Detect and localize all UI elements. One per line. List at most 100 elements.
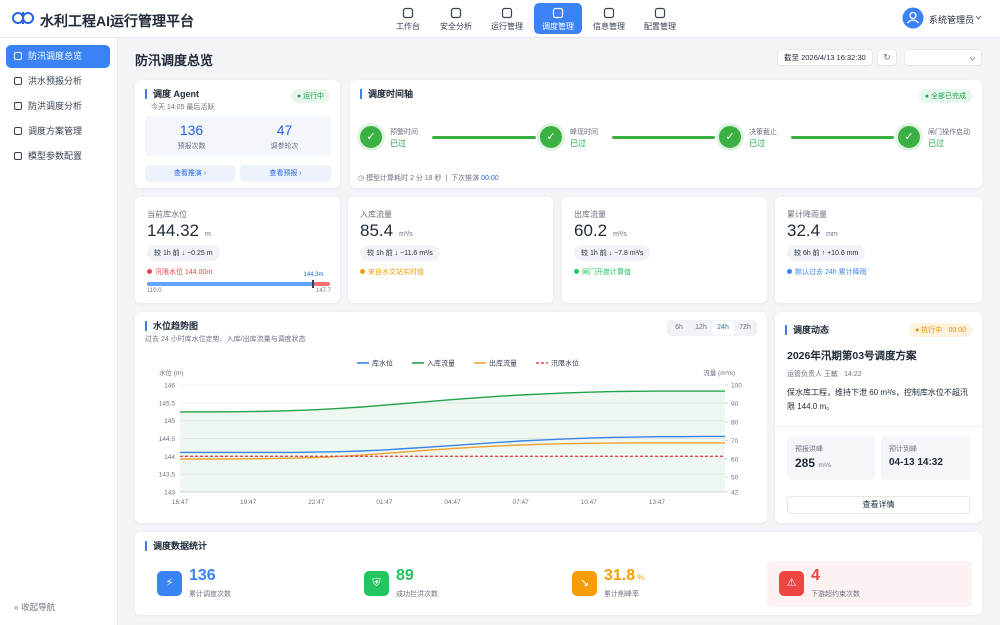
range-tab[interactable]: 24h [712,321,734,335]
note-dot [787,269,792,274]
plan-name: 2026年汛期第03号调度方案 [787,350,917,362]
metric-change: 较 1h 前 ↓ −7.8 m³/s [574,245,651,261]
nav-item[interactable]: 调度管理 [534,3,582,34]
nav-label[interactable]: 配置管理 [644,22,676,31]
metric-change: 较 1h 前 ↓ −11.6 m³/s [360,245,440,261]
x-tick-label: 07:47 [512,499,529,506]
stat-item: ↘ 31.8% 累计削峰率 [560,561,765,607]
side-item[interactable]: 洪水预报分析 [6,70,110,93]
line [180,390,725,413]
card-title: 调度 Agent [145,89,199,99]
compute-text: 模型计算耗时 2 分 18 秒 [366,175,442,182]
stat-item: ⚠ 4 下游超约束次数 [767,561,972,607]
stat-item: ⚡ 136 累计调度次数 [145,561,350,607]
range-tab[interactable]: 12h [695,324,707,331]
nav-label[interactable]: 安全分析 [440,22,472,31]
timestamp: 截至 2026/4/13 16:32:30 [777,49,873,66]
refresh-button[interactable]: ↻ [877,49,897,66]
side-label[interactable]: 洪水预报分析 [28,76,83,86]
side-item[interactable]: 防洪调度分析 [6,95,110,118]
status-badge: ● 执行中 · 00:00 [909,323,972,337]
plan-desc: 保水库工程，维持下泄 60 m³/s，控制库水位不超汛限 144.0 m。 [787,388,968,411]
nav-item[interactable]: 配置管理 [636,3,684,34]
x-tick-label: 01:47 [376,499,393,506]
metric-unit: mm [826,231,838,238]
y2-tick-label: 42 [731,490,739,497]
x-tick-label: 19:47 [240,499,257,506]
sidebar: 防汛调度总览 洪水预报分析 防洪调度分析 调度方案管理 模型参数配置 « 收起导航 [0,38,118,625]
action-button[interactable]: 查看预报 › [240,165,331,182]
gauge-current: 144.3m [303,272,324,278]
side-label[interactable]: 防汛调度总览 [28,51,83,61]
nav-item[interactable]: 信息管理 [585,3,633,34]
agent-stats: 136 预报次数 47 调参轮次 [145,116,331,156]
nav-label[interactable]: 信息管理 [593,22,625,31]
detail-button[interactable]: 查看详情 [787,496,970,514]
y-tick-label: 143.5 [159,472,176,479]
side-item[interactable]: 模型参数配置 [6,145,110,168]
dispatch-card: 调度动态 ● 执行中 · 00:00 2026年汛期第03号调度方案 运管负责人… [775,312,982,523]
nav-label[interactable]: 工作台 [396,22,420,31]
note-text: 闸门开度计算值 [582,269,631,276]
collapse-label[interactable]: 收起导航 [21,602,56,612]
y2-tick-label: 50 [731,475,739,482]
timeline-connector [612,136,715,139]
timeline-connector [432,136,536,139]
eta-label: 预计到峰 [889,446,917,453]
y-tick-label: 143 [164,490,175,497]
range-tab[interactable]: 6h [675,324,683,331]
legend-label: 入库流量 [427,359,455,368]
select-box[interactable] [904,49,982,66]
step-label: 闸门操作启动 [928,129,970,136]
stat-value: 4 [811,567,820,585]
stat-label: 成功拦洪次数 [396,591,438,598]
metric-change: 较 1h 前 ↓ −0.25 m [147,245,220,261]
side-label[interactable]: 调度方案管理 [28,126,83,136]
badge-text: 全部已完成 [931,93,966,100]
card-title: 调度时间轴 [360,89,413,99]
avatar[interactable] [902,7,924,29]
chart: 143 143.5 144 144.5 145 145.5 146 42 50 60 70 80 90 1… [159,359,743,507]
side-item[interactable]: 防汛调度总览 [6,45,110,68]
note-text: 汛限水位 144.00m [155,269,213,276]
y-tick-label: 144 [164,454,175,461]
collapse-nav[interactable]: « 收起导航 [14,602,56,612]
step-icon: ✓ [898,126,920,148]
divider [775,426,982,427]
side-label[interactable]: 防洪调度分析 [28,101,83,111]
side-label[interactable]: 模型参数配置 [28,151,83,161]
x-tick-label: 22:47 [308,499,325,506]
nav-item[interactable]: 安全分析 [432,3,480,34]
step-status: 已过 [928,139,944,148]
step-icon: ✓ [360,126,382,148]
plan-owner: 运管负责人 王敏 · 14:22 [787,371,862,378]
nav-label[interactable]: 运行管理 [491,22,523,31]
nav-label[interactable]: 调度管理 [542,22,574,31]
nav-item[interactable]: 工作台 [384,3,432,34]
y-tick-label: 145 [164,418,175,425]
metric-number: 85.4 [360,221,394,240]
card-title: 调度动态 [785,325,829,335]
side-icon [14,127,22,135]
note-dot [147,269,152,274]
x-tick-label: 04:47 [444,499,461,506]
nav-icon [501,7,513,19]
side-item[interactable]: 调度方案管理 [6,120,110,143]
stat-label: 下游超约束次数 [811,591,860,598]
agent-card: 调度 Agent ● 运行中 今天 14:05 最后活跃 136 预报次数 47… [135,80,340,188]
chevron [969,56,976,61]
nav-item[interactable]: 运行管理 [483,3,531,34]
stat-value: 136 [179,122,204,138]
stat-label: 累计调度次数 [189,591,231,598]
range-tabs: 6h 12h 24h 72h [667,320,757,336]
metric-card: 出库流量 60.2 m³/s 较 1h 前 ↓ −7.8 m³/s 闸门开度计算值 [562,197,767,303]
metric-card: 累计降雨量 32.4 mm 较 6h 前 ↑ +10.6 mm 默认过去 24h 累计降… [775,197,982,303]
y-tick-label: 145.5 [159,400,176,407]
status-badge: ● 运行中 [290,89,330,103]
action-button[interactable]: 查看推演 › [145,165,235,182]
top-bar: 水利工程AI运行管理平台 工作台 安全分析 运行管理 调度管理 信息管理 配置管理 系统管… [0,0,1000,38]
eta-value: 04-13 14:32 [889,457,943,468]
user-name[interactable]: 系统管理员 [929,15,975,25]
range-tab[interactable]: 72h [739,324,751,331]
